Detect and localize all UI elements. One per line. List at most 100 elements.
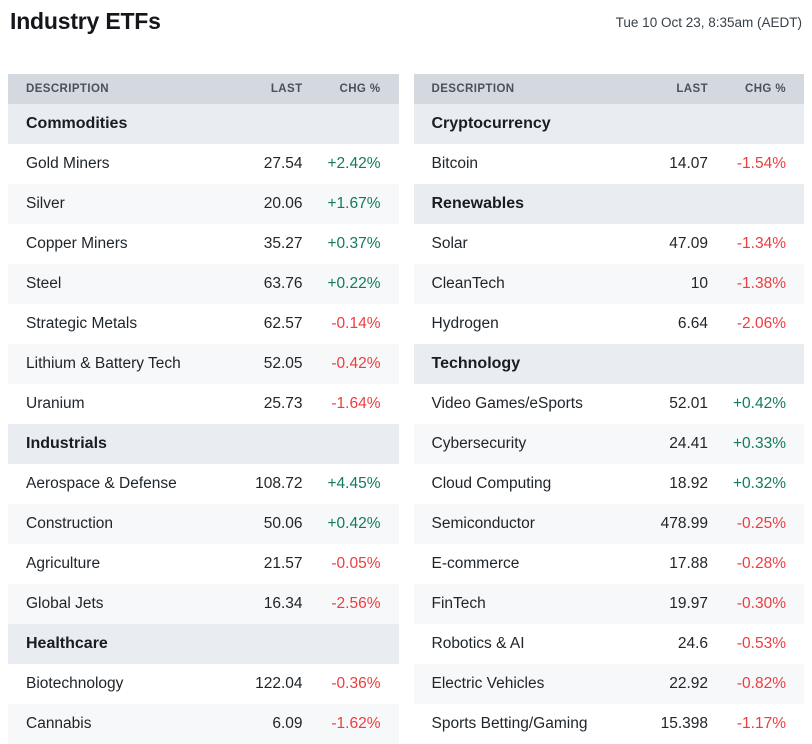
etf-last-price: 27.54 (263, 155, 303, 172)
etf-last-price: 52.05 (214, 344, 303, 384)
etf-last-price: 15.398 (660, 715, 708, 732)
etf-change-percent: -0.30% (708, 584, 804, 624)
etf-last-price: 6.64 (677, 315, 708, 332)
etf-change-percent: -2.56% (302, 584, 399, 624)
etf-table-left: DESCRIPTION LAST CHG % Commodities Gold Mine… (8, 74, 399, 744)
etf-change-percent: +0.37% (327, 235, 381, 252)
etf-last-price: 52.01 (669, 395, 708, 412)
etf-row: Bitcoin 14.07 -1.54% (414, 144, 805, 184)
etf-last-price: 20.06 (214, 184, 303, 224)
etf-change-percent: -0.14% (331, 315, 381, 332)
section-row: Commodities (8, 104, 399, 144)
etf-row: Construction 50.06 +0.42% (8, 504, 399, 544)
section-row: Technology (413, 344, 804, 384)
etf-change-percent: +2.42% (327, 155, 381, 172)
etf-last-price: 47.09 (669, 235, 708, 252)
etf-row: Sports Betting/Gaming 15.398 -1.17% (414, 704, 805, 744)
etf-last-price: 6.09 (214, 704, 303, 744)
etf-change-percent: -0.28% (736, 555, 786, 572)
etf-last-price: 50.06 (214, 504, 303, 544)
etf-description: Strategic Metals (26, 315, 138, 332)
etf-row: Agriculture 21.57 -0.05% (8, 544, 399, 584)
etf-description: Aerospace & Defense (26, 475, 177, 492)
etf-change-percent: -0.05% (331, 555, 381, 572)
etf-row: Uranium 25.73 -1.64% (8, 384, 399, 424)
etf-row: Aerospace & Defense 108.72 +4.45% (8, 464, 399, 504)
etf-description: Silver (8, 184, 215, 224)
etf-row: Cloud Computing 18.92 +0.32% (414, 464, 805, 504)
etf-row: FinTech 19.97 -0.30% (413, 584, 804, 624)
etf-change-percent: +0.22% (302, 264, 399, 304)
etf-change-percent: -0.82% (708, 664, 804, 704)
column-header-last: LAST (214, 74, 303, 104)
section-row: Cryptocurrency (413, 104, 804, 144)
etf-row: Global Jets 16.34 -2.56% (8, 584, 399, 624)
etf-description: Cybersecurity (413, 424, 620, 464)
etf-last-price: 21.57 (263, 555, 303, 572)
etf-change-percent: -1.64% (331, 395, 381, 412)
etf-description: Video Games/eSports (431, 395, 583, 412)
etf-description: Agriculture (26, 555, 101, 572)
section-row: Healthcare (8, 624, 399, 664)
etf-last-price: 108.72 (255, 475, 303, 492)
column-header-chg: CHG % (302, 74, 399, 104)
section-label: Commodities (8, 104, 399, 144)
etf-change-percent: -0.42% (302, 344, 399, 384)
etf-last-price: 19.97 (620, 584, 708, 624)
etf-description: Construction (8, 504, 215, 544)
etf-description: E-commerce (431, 555, 520, 572)
etf-description: Copper Miners (26, 235, 128, 252)
etf-description: Biotechnology (26, 675, 124, 692)
etf-change-percent: -1.17% (736, 715, 786, 732)
etf-row: Cybersecurity 24.41 +0.33% (413, 424, 804, 464)
etf-last-price: 35.27 (263, 235, 303, 252)
etf-description: Global Jets (8, 584, 215, 624)
etf-description: Sports Betting/Gaming (431, 715, 588, 732)
section-label: Technology (413, 344, 804, 384)
section-label: Healthcare (8, 624, 399, 664)
page-title: Industry ETFs (10, 8, 161, 34)
etf-last-price: 16.34 (214, 584, 303, 624)
timestamp: Tue 10 Oct 23, 8:35am (AEDT) (615, 15, 802, 30)
etf-description: Hydrogen (431, 315, 499, 332)
etf-change-percent: -2.06% (736, 315, 786, 332)
etf-change-percent: +0.42% (732, 395, 786, 412)
etf-description: CleanTech (413, 264, 620, 304)
etf-row: Robotics & AI 24.6 -0.53% (414, 624, 805, 664)
column-header-description: DESCRIPTION (8, 74, 215, 104)
column-header-chg: CHG % (708, 74, 804, 104)
section-row: Industrials (8, 424, 399, 464)
section-label: Industrials (8, 424, 399, 464)
etf-row: Strategic Metals 62.57 -0.14% (8, 304, 399, 344)
etf-row: Hydrogen 6.64 -2.06% (414, 304, 805, 344)
etf-description: Cannabis (8, 704, 215, 744)
etf-description: Bitcoin (431, 155, 479, 172)
etf-row: Cannabis 6.09 -1.62% (8, 704, 399, 744)
etf-last-price: 24.6 (677, 635, 708, 652)
column-header-row: DESCRIPTION LAST CHG % (8, 74, 399, 104)
etf-row: Semiconductor 478.99 -0.25% (413, 504, 804, 544)
etf-change-percent: -0.36% (331, 675, 381, 692)
section-label: Cryptocurrency (413, 104, 804, 144)
etf-change-percent: +0.33% (708, 424, 804, 464)
etf-change-percent: -1.54% (736, 155, 786, 172)
etf-change-percent: -1.34% (736, 235, 786, 252)
etf-row: Steel 63.76 +0.22% (8, 264, 399, 304)
section-label: Renewables (413, 184, 804, 224)
etf-description: Cloud Computing (431, 475, 552, 492)
etf-last-price: 18.92 (669, 475, 708, 492)
etf-description: Solar (431, 235, 468, 252)
etf-description: Lithium & Battery Tech (8, 344, 215, 384)
etf-change-percent: +0.42% (302, 504, 399, 544)
etf-row: Biotechnology 122.04 -0.36% (8, 664, 399, 704)
etf-last-price: 62.57 (263, 315, 303, 332)
etf-change-percent: -0.53% (736, 635, 786, 652)
column-header-description: DESCRIPTION (413, 74, 620, 104)
etf-last-price: 24.41 (620, 424, 708, 464)
etf-last-price: 25.73 (263, 395, 303, 412)
etf-row: CleanTech 10 -1.38% (413, 264, 804, 304)
etf-last-price: 14.07 (669, 155, 708, 172)
etf-row: Solar 47.09 -1.34% (414, 224, 805, 264)
etf-tables: DESCRIPTION LAST CHG % Commodities Gold Mine… (8, 74, 804, 744)
etf-row: E-commerce 17.88 -0.28% (414, 544, 805, 584)
